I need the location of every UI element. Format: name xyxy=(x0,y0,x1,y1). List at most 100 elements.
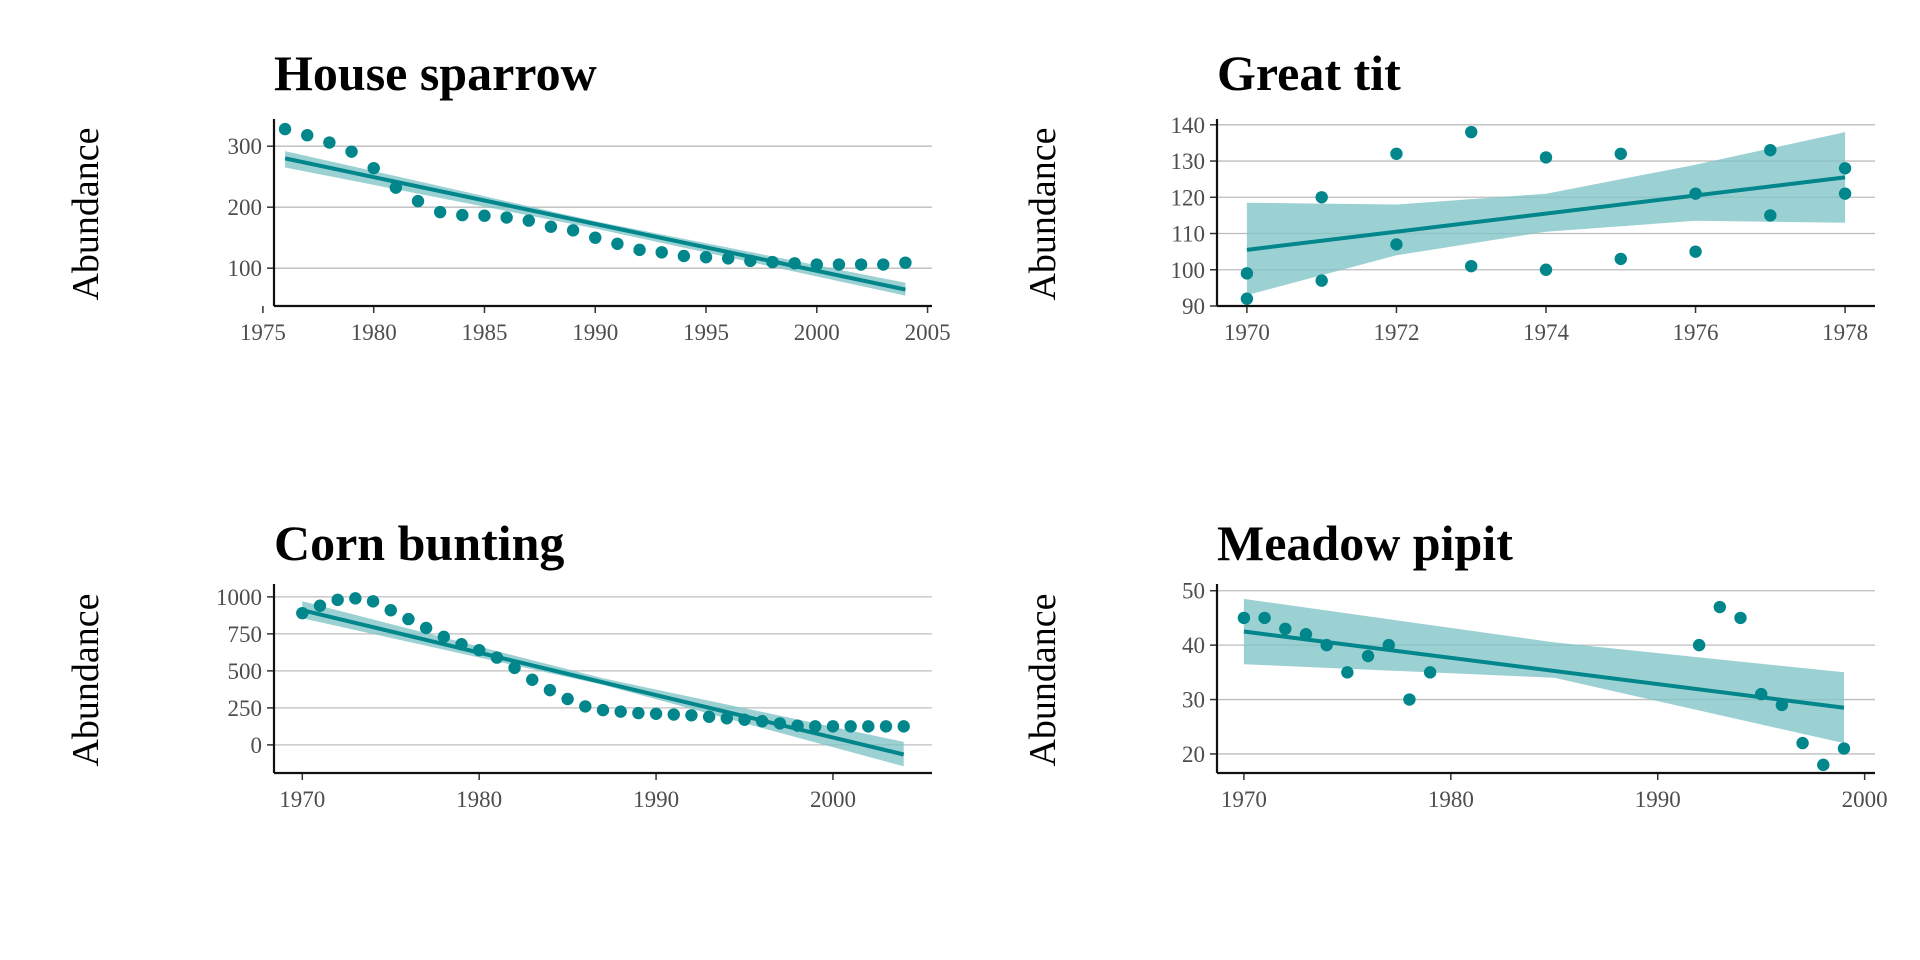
y-tick-label: 200 xyxy=(228,195,263,220)
data-point xyxy=(1775,698,1789,712)
data-point xyxy=(1539,263,1553,276)
data-point xyxy=(854,258,868,271)
data-point xyxy=(899,256,912,269)
trend-line xyxy=(1243,629,1845,710)
data-point xyxy=(879,720,893,733)
x-tick-label: 2000 xyxy=(810,787,856,812)
y-tick-label: 250 xyxy=(228,696,263,721)
data-point xyxy=(596,703,610,717)
x-tick-label: 1970 xyxy=(1224,320,1270,345)
y-tick-label: 1000 xyxy=(216,585,262,610)
y-tick-label: 40 xyxy=(1182,633,1205,658)
data-point xyxy=(1837,742,1851,755)
data-point xyxy=(699,251,713,264)
data-point xyxy=(433,205,447,219)
data-point xyxy=(366,595,380,608)
data-point xyxy=(1237,611,1251,625)
data-point xyxy=(1315,191,1328,204)
data-point xyxy=(655,246,668,259)
data-point xyxy=(384,604,397,617)
x-tick-label: 1985 xyxy=(461,320,507,345)
y-tick-label: 0 xyxy=(251,733,263,758)
data-point xyxy=(561,692,574,706)
data-point xyxy=(1315,274,1328,287)
data-point xyxy=(419,621,433,635)
x-tick-label: 1976 xyxy=(1673,320,1719,345)
data-point xyxy=(1279,622,1292,636)
x-tick-label: 1970 xyxy=(1221,787,1267,812)
data-point xyxy=(773,717,787,730)
data-point xyxy=(1713,600,1727,614)
chart-panel-1: House sparrow Abundance 100 200 300 1975 1980 1… xyxy=(65,45,951,345)
data-point xyxy=(296,606,309,620)
data-point xyxy=(500,211,513,224)
x-tick-label: 1975 xyxy=(240,320,286,345)
x-tick-label: 1970 xyxy=(279,787,325,812)
data-point xyxy=(389,181,403,194)
data-point xyxy=(278,122,292,136)
chart-title: Great tit xyxy=(1217,45,1401,101)
data-point xyxy=(721,252,735,265)
y-tick-label: 140 xyxy=(1171,113,1206,138)
chart-panel-2: Great tit Abundance 90 100 110 120 130 140 1970 1… xyxy=(1022,45,1875,345)
data-point xyxy=(345,145,358,158)
data-point xyxy=(832,258,846,271)
data-point xyxy=(313,599,327,612)
y-axis-label: Abundance xyxy=(65,127,107,300)
y-tick-label: 120 xyxy=(1171,185,1206,210)
data-point xyxy=(611,237,624,250)
data-point xyxy=(411,194,425,208)
y-tick-label: 30 xyxy=(1182,688,1205,713)
data-point xyxy=(1240,292,1254,305)
data-point xyxy=(543,683,557,697)
data-point xyxy=(1403,693,1416,706)
chart-title: Corn bunting xyxy=(274,515,564,571)
x-tick-label: 1974 xyxy=(1523,320,1570,345)
data-point xyxy=(402,612,415,626)
x-tick-label: 1980 xyxy=(456,787,502,812)
y-tick-label: 50 xyxy=(1182,579,1205,604)
data-point xyxy=(791,719,804,732)
data-point xyxy=(1764,209,1777,222)
data-point xyxy=(1817,758,1830,772)
x-tick-label: 2000 xyxy=(1842,787,1888,812)
data-point xyxy=(1390,238,1403,251)
data-point xyxy=(456,208,469,222)
trend-line xyxy=(301,608,905,757)
data-point xyxy=(301,129,314,142)
x-tick-label: 1990 xyxy=(1635,787,1681,812)
data-point xyxy=(1764,143,1777,157)
y-axis-label: Abundance xyxy=(1022,127,1064,300)
data-point xyxy=(478,209,491,222)
chart-panel-4: Meadow pipit Abundance 20 30 40 50 1970 1980 199… xyxy=(1022,515,1888,812)
data-point xyxy=(862,720,875,733)
data-point xyxy=(633,243,646,257)
data-point xyxy=(508,661,521,675)
data-point xyxy=(544,220,558,233)
y-tick-label: 100 xyxy=(228,256,263,281)
y-tick-label: 500 xyxy=(228,659,263,684)
x-tick-label: 1980 xyxy=(351,320,397,345)
y-tick-label: 90 xyxy=(1182,294,1205,319)
data-point xyxy=(1734,611,1747,625)
y-tick-label: 130 xyxy=(1171,149,1206,174)
data-point xyxy=(685,709,698,722)
trend-line xyxy=(1246,175,1846,252)
data-point xyxy=(1754,687,1768,701)
data-point xyxy=(472,643,486,657)
data-point xyxy=(1465,125,1478,139)
data-point xyxy=(649,707,663,720)
data-point xyxy=(437,630,451,644)
data-point xyxy=(1240,267,1254,280)
y-tick-label: 100 xyxy=(1171,258,1206,283)
data-point xyxy=(1382,638,1395,652)
y-axis-label: Abundance xyxy=(65,593,107,766)
data-point xyxy=(1341,666,1354,679)
y-tick-label: 20 xyxy=(1182,742,1205,767)
x-tick-label: 1995 xyxy=(683,320,729,345)
chart-title: House sparrow xyxy=(274,45,597,101)
chart-panel-3: Corn bunting Abundance 0 250 500 750 1000 1970 1… xyxy=(65,515,932,812)
data-point xyxy=(323,136,336,149)
y-tick-label: 110 xyxy=(1171,222,1205,247)
